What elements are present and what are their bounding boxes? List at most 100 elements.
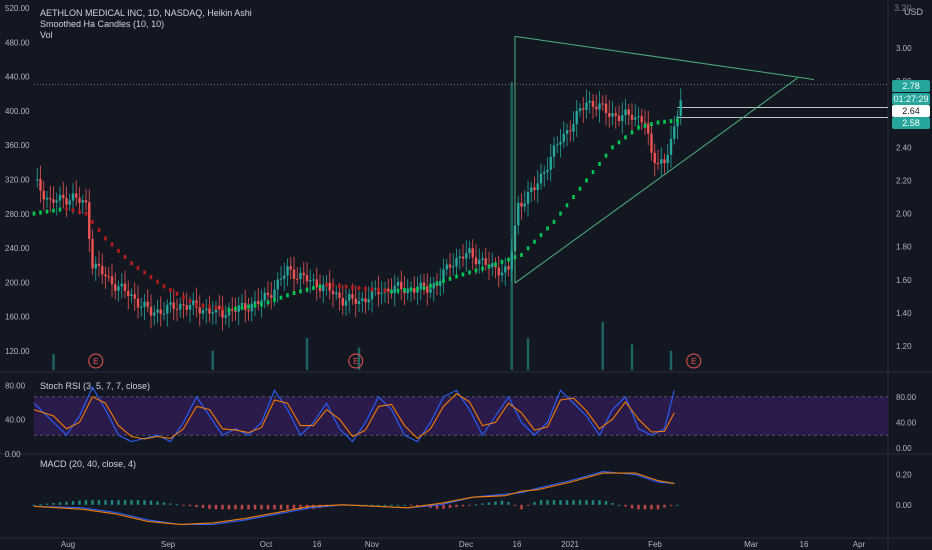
candle-body [617,115,621,121]
macd-histogram-bar [669,504,673,506]
candle-body [185,305,188,310]
candle-body [396,281,400,286]
smoothed-ha-candle [442,279,445,284]
candle-body [585,102,588,110]
volume-bar [630,344,634,370]
smoothed-ha-candle [487,264,491,269]
candle-body [666,154,669,164]
candle-body [172,302,175,309]
earnings-marker-label: E [353,357,358,366]
smoothed-ha-candle [91,219,94,224]
candle-body [75,193,78,198]
candle-body [309,280,312,282]
candle-body [478,259,481,265]
smoothed-ha-candle [221,306,224,311]
smoothed-ha-candle [637,125,640,130]
macd-histogram-bar [598,500,601,505]
macd-histogram-bar [149,500,153,505]
macd-histogram-bar [526,504,530,506]
time-axis-tick-label: Sep [161,540,176,549]
left-axis-tick-label: 320.00 [5,176,30,185]
candle-body [205,308,208,311]
smoothed-ha-candle [117,248,120,253]
candle-body [273,289,276,298]
smoothed-ha-candle [552,219,556,224]
smoothed-ha-candle [370,287,374,292]
smoothed-ha-candle [390,289,393,294]
smoothed-ha-candle [240,305,244,310]
macd-histogram-bar [468,504,471,506]
macd-histogram-bar [188,504,192,507]
time-axis-tick-label: Dec [459,540,473,549]
candle-body [338,292,341,299]
stoch-series-k [33,385,675,443]
left-axis-tick-label: 440.00 [5,73,30,82]
smoothed-ha-candle [162,284,166,289]
candle-body [627,109,630,115]
smoothed-ha-candle [247,304,250,309]
candle-body [110,276,114,285]
smoothed-ha-candle [201,303,205,308]
candle-body [328,282,331,291]
macd-histogram-bar [253,504,257,510]
smoothed-ha-candle [656,120,660,125]
candle-body [598,103,601,110]
macd-histogram-bar [78,500,81,505]
macd-histogram-bar [617,504,621,506]
candle-body [221,309,224,318]
smoothed-ha-candle [305,287,309,292]
candle-body [416,289,419,293]
candle-body [663,159,666,164]
candle-body [448,264,452,268]
candle-body [543,172,546,174]
macd-histogram-bar [52,502,55,505]
candle-body [344,300,348,306]
candle-body [286,266,289,276]
candle-body [341,298,344,306]
macd-histogram-bar [182,504,185,506]
candle-body [247,309,250,312]
candle-body [179,304,182,310]
smoothed-ha-candle [299,289,302,294]
candle-body [127,291,130,296]
candle-body [357,300,361,304]
earnings-marker[interactable] [88,353,104,369]
smoothed-ha-candle [71,208,75,213]
smoothed-ha-candle [630,130,634,135]
stoch-band [34,396,888,436]
macd-axis-tick-label: 0.20 [896,471,912,480]
candle-body [78,197,81,203]
macd-axis-tick-label: 0.00 [896,501,912,510]
earnings-marker[interactable] [348,353,364,369]
macd-histogram-bar [221,504,224,510]
macd-histogram-bar [39,504,42,506]
currency-label[interactable]: USD [904,7,924,17]
candle-body [552,145,556,157]
candle-body [104,274,107,277]
trendline-upper[interactable] [514,35,815,80]
candle-body [442,269,445,282]
horizontal-line-tag-1: 2.64 [892,105,930,117]
indicator-label-volume: Vol [40,30,53,40]
candle-body [240,302,244,306]
candle-body [679,100,682,116]
candle-body [55,200,58,203]
candle-body [361,298,364,301]
smoothed-ha-candle [650,122,653,127]
candle-body [292,269,296,279]
smoothed-ha-candle [214,305,218,310]
candle-body [533,187,536,190]
smoothed-ha-candle [188,298,192,303]
candle-body [471,248,474,258]
smoothed-ha-candle [156,279,159,284]
candle-body [42,190,45,200]
smoothed-ha-candle [45,209,49,214]
candle-body [81,200,84,203]
candle-body [458,256,461,259]
left-axis-tick-label: 520.00 [5,4,30,13]
smoothed-ha-candle [130,261,133,266]
smoothed-ha-candle [507,257,510,262]
earnings-marker[interactable] [686,353,702,369]
left-axis-tick-label: 160.00 [5,313,30,322]
trendline-lower[interactable] [514,77,799,284]
